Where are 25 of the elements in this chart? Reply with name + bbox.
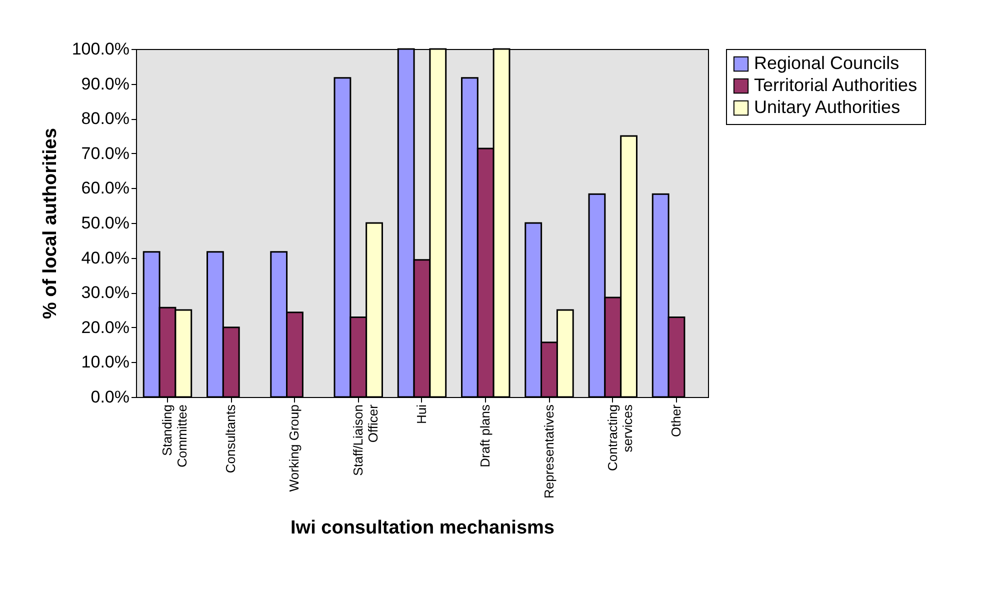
legend-label: Regional Councils (754, 53, 900, 73)
y-tick-label: 100.0% (72, 40, 130, 58)
x-tick-label: Working Group (286, 404, 302, 492)
y-tick-label: 0.0% (90, 388, 130, 406)
y-tick-label: 60.0% (81, 178, 130, 198)
x-tick-label: Other (668, 404, 684, 438)
x-tick-label: Staff/Liaison Officer (350, 404, 380, 476)
legend-label: Territorial Authorities (754, 75, 918, 95)
y-axis-title: % of local authorities (40, 128, 61, 320)
y-tick-label: 80.0% (81, 109, 130, 128)
x-axis-title: Iwi consultation mechanisms (290, 517, 554, 538)
y-tick-label: 70.0% (81, 144, 130, 163)
x-tick-label: Consultants (223, 404, 238, 474)
legend-label: Unitary Authorities (754, 97, 900, 117)
y-tick-label: 30.0% (81, 283, 130, 302)
y-tick-label: 50.0% (81, 214, 130, 232)
y-tick-label: 40.0% (81, 248, 130, 268)
x-tick-label: Contracting services (604, 404, 635, 471)
x-tick-label: Standing Committee (159, 404, 190, 468)
x-tick-label: Draft plans (478, 404, 493, 468)
x-tick-label: Hui (414, 404, 429, 424)
y-tick-label: 20.0% (81, 318, 130, 337)
x-tick-label: Representatives (541, 404, 556, 498)
y-tick-label: 90.0% (81, 74, 130, 94)
y-tick-label: 10.0% (81, 352, 130, 372)
